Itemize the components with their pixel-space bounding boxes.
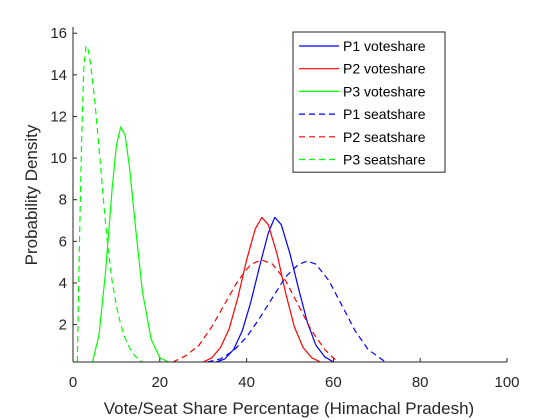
- y-axis-label: Probability Density: [22, 124, 41, 265]
- plot-lines: [76, 45, 386, 363]
- series-line-p3-voteshare: [91, 126, 169, 363]
- y-tick-label: 8: [59, 192, 67, 209]
- x-tick-label: 40: [238, 374, 255, 391]
- series-line-p2-voteshare: [202, 216, 321, 363]
- legend-label: P3 voteshare: [343, 83, 426, 99]
- legend: P1 voteshare P2 voteshare P3 voteshare P1 s…: [292, 31, 446, 173]
- y-tick-label: 16: [50, 25, 67, 42]
- x-tick-label: 80: [412, 374, 429, 391]
- x-axis-label: Vote/Seat Share Percentage (Himachal Pra…: [104, 399, 474, 418]
- legend-label: P1 voteshare: [343, 38, 426, 54]
- series-line-p1-voteshare: [215, 216, 334, 363]
- y-tick-label: 6: [59, 233, 67, 250]
- series-line-p2-seatshare: [172, 259, 339, 363]
- legend-label: P1 seatshare: [343, 106, 426, 122]
- x-tick-label: 60: [325, 374, 342, 391]
- legend-label: P3 seatshare: [343, 152, 426, 168]
- legend-label: P2 voteshare: [343, 61, 426, 77]
- x-tick-label: 100: [494, 374, 519, 391]
- legend-label: P2 seatshare: [343, 129, 426, 145]
- y-tick-label: 10: [50, 150, 67, 167]
- legend-box: [292, 31, 446, 173]
- series-line-p3-seatshare: [76, 45, 143, 363]
- x-tick-label: 20: [151, 374, 168, 391]
- x-ticks: 0 20 40 60 80 100: [69, 358, 520, 391]
- y-tick-label: 4: [59, 275, 67, 292]
- x-tick-label: 0: [69, 374, 77, 391]
- series-line-p1-seatshare: [207, 260, 386, 363]
- y-tick-label: 2: [59, 317, 67, 334]
- y-ticks: 2 4 6 8 10 12 14 16: [50, 25, 77, 334]
- y-tick-label: 14: [50, 67, 67, 84]
- axes: [72, 27, 507, 363]
- y-tick-label: 12: [50, 108, 67, 125]
